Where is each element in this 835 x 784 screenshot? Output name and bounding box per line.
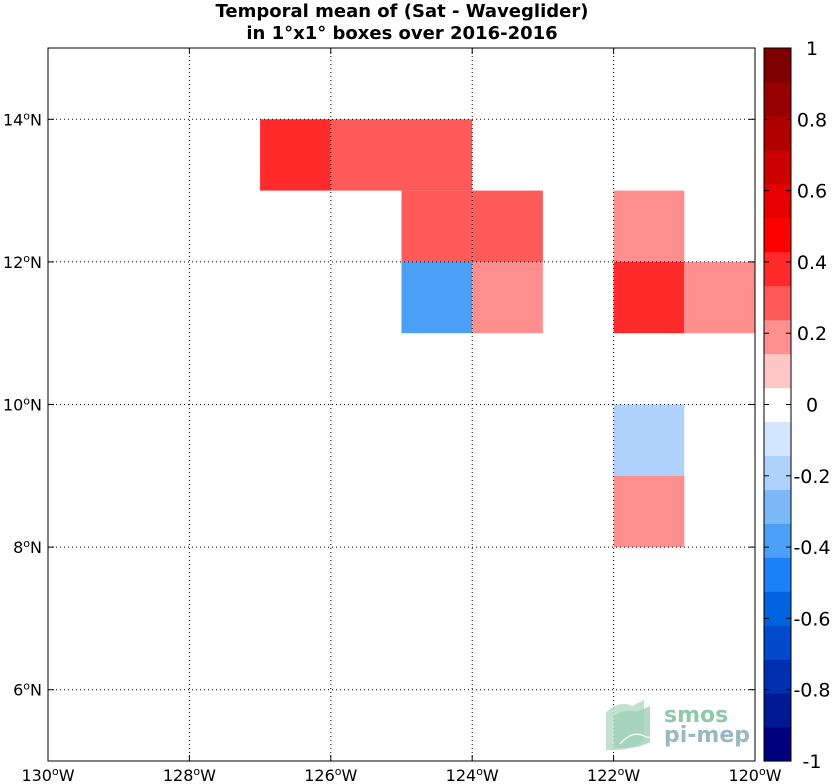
y-tick-label: 8oN: [13, 537, 42, 557]
colorbar-tick-label: 0.8: [797, 109, 827, 131]
colorbar-tick-label: -1: [803, 751, 822, 773]
colorbar-tick-label: -0.4: [793, 537, 830, 559]
heatmap-cell: [613, 190, 685, 262]
colorbar-segment: [764, 285, 791, 321]
colorbar-tick-label: -0.8: [793, 680, 830, 702]
heatmap-cell: [260, 119, 331, 191]
colorbar-segment: [764, 489, 791, 524]
colorbar-tick-label: 0: [806, 395, 818, 417]
x-tick-label: 122oW: [587, 765, 640, 784]
logo-text-smos: smos: [664, 703, 728, 728]
heatmap-cell: [330, 119, 402, 191]
heatmap-cell: [401, 119, 473, 191]
heatmap-cell: [613, 404, 685, 476]
colorbar-segment: [764, 48, 791, 83]
x-tick-label: 120oW: [728, 765, 781, 784]
colorbar-tick-label: 1: [806, 38, 818, 60]
y-tick-label: 10oN: [3, 395, 42, 415]
colorbar: [763, 47, 792, 762]
colorbar-segment: [764, 81, 791, 117]
chart-title-line-2: in 1°x1° boxes over 2016-2016: [246, 23, 557, 44]
colorbar-segment: [764, 353, 791, 389]
colorbar-segment: [764, 523, 791, 558]
colorbar-segment: [764, 625, 791, 660]
colorbar-tick-label: 0.2: [797, 323, 827, 345]
heatmap-cell: [401, 190, 473, 262]
heatmap-cell: [613, 475, 685, 548]
y-tick-label: 12oN: [3, 252, 42, 272]
heatmap-cell: [613, 261, 685, 334]
grid-lines: [48, 48, 755, 761]
chart-title-line-1: Temporal mean of (Sat - Waveglider): [216, 1, 589, 22]
colorbar-tick-label: -0.6: [793, 608, 830, 630]
colorbar-segment: [764, 693, 791, 728]
colorbar-segment: [764, 149, 791, 185]
x-tick-label: 124oW: [446, 765, 499, 784]
colorbar-segment: [764, 421, 791, 457]
y-tick-label: 6oN: [13, 680, 42, 700]
y-axis: 6oN 8oN 10oN 12oN 14oN: [3, 109, 755, 700]
colorbar-segment: [764, 659, 791, 694]
colorbar-segment: [764, 319, 791, 355]
colorbar-tick-label: 0.6: [797, 181, 827, 203]
heatmap-cell: [401, 261, 473, 334]
x-tick-label: 128oW: [163, 765, 216, 784]
colorbar-segment: [764, 557, 791, 592]
colorbar-ticks: 1 0.8 0.6 0.4 0.2 0 -0.2 -0.4 -0.6 -0.8 -1: [764, 38, 831, 773]
heatmap-cell: [684, 261, 755, 334]
x-tick-label: 126oW: [304, 765, 357, 784]
heatmap-cells: [260, 119, 755, 548]
y-tick-label: 14oN: [3, 109, 42, 129]
colorbar-segment: [764, 251, 791, 287]
heatmap-cell: [472, 261, 543, 334]
x-axis: 130oW 128oW 126oW 124oW 122oW 120oW: [21, 48, 782, 784]
colorbar-segment: [764, 591, 791, 626]
colorbar-tick-label: -0.2: [793, 466, 830, 488]
smos-pi-mep-logo: smos pi-mep: [606, 700, 750, 751]
colorbar-segment: [764, 455, 791, 490]
heatmap-cell: [472, 190, 543, 262]
colorbar-segment: [764, 217, 791, 253]
colorbar-tick-label: 0.4: [797, 252, 827, 274]
colorbar-segment: [764, 115, 791, 151]
logo-text-pi-mep: pi-mep: [664, 723, 750, 748]
colorbar-segment: [764, 183, 791, 219]
colorbar-segment: [764, 727, 791, 762]
x-tick-label: 130oW: [21, 765, 74, 784]
